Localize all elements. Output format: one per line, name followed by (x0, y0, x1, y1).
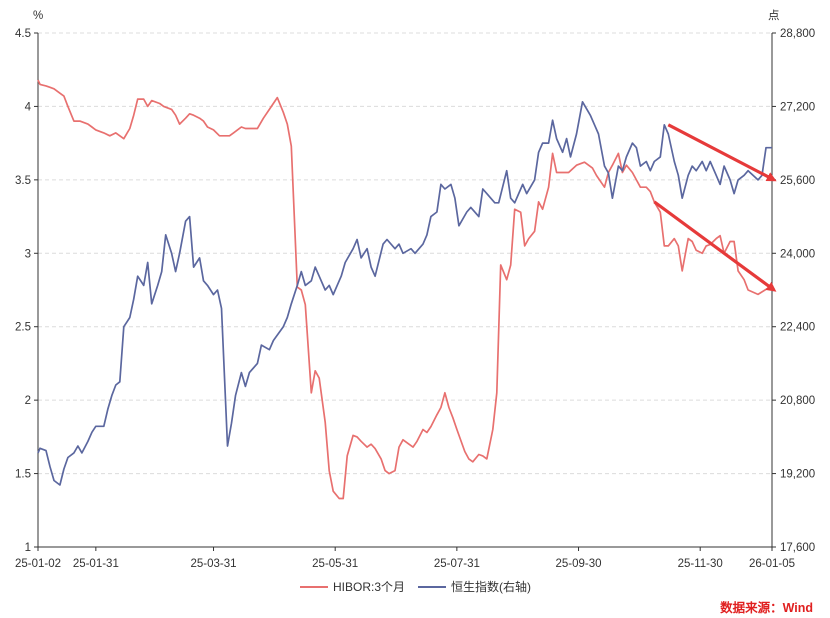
x-tick-label: 25-01-31 (73, 558, 119, 570)
y-left-tick-label: 2.5 (15, 322, 31, 334)
legend-label: 恒生指数(右轴) (451, 579, 531, 594)
y-left-tick-label: 3.5 (15, 175, 31, 187)
y-right-tick-label: 24,000 (780, 248, 815, 260)
grid-layer (38, 32, 772, 475)
x-tick-label: 25-01-02 (15, 558, 61, 570)
y-right-tick-label: 20,800 (780, 395, 815, 407)
x-tick-label: 25-11-30 (678, 558, 723, 570)
axes-layer: 1 1.5 2 2.5 3 3.5 4 4.5 17,600 19,200 20,800 22,400… (15, 9, 815, 570)
series-line-hibor (37, 79, 773, 500)
x-tick-label: 25-05-31 (312, 558, 358, 570)
y-right-unit: 点 (768, 9, 780, 22)
legend-item-hibor: HIBOR:3个月 (300, 580, 405, 594)
y-right-tick-label: 19,200 (780, 469, 815, 481)
y-left-tick-label: 1 (25, 542, 31, 554)
legend-label: HIBOR:3个月 (333, 580, 405, 594)
y-left-unit: % (33, 10, 43, 22)
y-left-tick-label: 4.5 (15, 28, 31, 40)
y-right-tick-label: 17,600 (780, 542, 815, 554)
y-left-tick-label: 3 (25, 248, 31, 260)
x-tick-label: 25-07-31 (434, 558, 480, 570)
y-right-tick-label: 27,200 (780, 101, 815, 113)
y-left-tick-label: 1.5 (15, 469, 31, 481)
series-layer (37, 79, 773, 500)
y-left-tick-label: 4 (25, 101, 32, 113)
annotation-layer (653, 123, 777, 292)
trend-arrow (667, 123, 777, 182)
legend-item-hsi: 恒生指数(右轴) (418, 579, 531, 594)
y-left-tick-label: 2 (25, 395, 31, 407)
source-note: 数据来源：Wind (719, 600, 813, 615)
series-line-hsi (37, 100, 772, 486)
x-tick-label: 25-03-31 (190, 558, 236, 570)
y-right-tick-label: 28,800 (780, 28, 815, 40)
trend-arrow (653, 200, 777, 292)
y-right-tick-label: 25,600 (780, 175, 815, 187)
legend: HIBOR:3个月 恒生指数(右轴) (300, 579, 531, 594)
y-right-tick-label: 22,400 (780, 322, 815, 334)
x-tick-label: 25-09-30 (556, 558, 602, 570)
x-tick-label: 26-01-05 (749, 558, 795, 570)
